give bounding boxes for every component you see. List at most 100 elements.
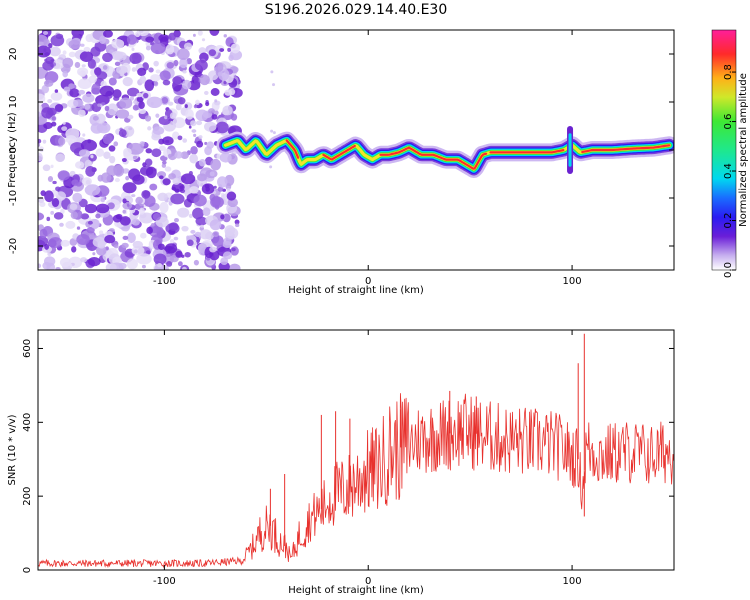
noise-speckle xyxy=(139,207,145,215)
spectrogram-ylabel: Frequency (Hz) xyxy=(7,112,18,188)
noise-speckle xyxy=(181,79,192,90)
noise-speckle xyxy=(122,235,129,240)
noise-speckle xyxy=(168,32,176,41)
noise-speckle xyxy=(126,203,130,207)
noise-speckle xyxy=(159,70,171,81)
noise-speckle xyxy=(204,90,209,95)
noise-speckle xyxy=(193,194,207,207)
noise-speckle xyxy=(95,203,110,214)
noise-speckle xyxy=(146,96,163,108)
noise-speckle xyxy=(85,165,96,177)
noise-speckle xyxy=(186,239,194,247)
noise-speckle xyxy=(38,93,46,104)
noise-speckle xyxy=(87,256,101,267)
noise-speckle xyxy=(222,240,232,249)
colorbar-ticks: 0.0 0.2 0.4 0.6 0.8 xyxy=(723,64,736,278)
noise-speckle xyxy=(158,175,164,180)
y-tick-label: 0 xyxy=(22,567,33,573)
noise-speckle xyxy=(141,264,146,269)
noise-speckle xyxy=(171,186,176,191)
noise-speckle xyxy=(90,46,101,57)
noise-speckle xyxy=(136,96,144,103)
noise-speckle xyxy=(122,198,127,204)
y-tick-label: 20 xyxy=(8,48,19,61)
noise-speckle xyxy=(190,145,198,155)
noise-speckle xyxy=(222,105,233,116)
noise-speckle xyxy=(125,175,130,181)
noise-speckle xyxy=(69,170,76,176)
noise-speckle xyxy=(48,237,63,248)
noise-speckle xyxy=(157,262,163,268)
noise-speckle xyxy=(188,125,192,129)
noise-speckle xyxy=(72,192,83,203)
noise-speckle xyxy=(69,88,80,98)
noise-speckle xyxy=(147,126,152,131)
noise-speckle xyxy=(212,231,220,237)
noise-speckle xyxy=(169,239,175,244)
noise-speckle xyxy=(188,213,193,219)
noise-speckle xyxy=(127,114,134,120)
ridge-core xyxy=(285,139,300,159)
noise-speckle xyxy=(182,70,187,74)
noise-speckle xyxy=(193,77,201,86)
noise-speckle xyxy=(61,126,68,132)
noise-speckle xyxy=(161,96,169,104)
noise-speckle xyxy=(107,202,115,210)
noise-speckle xyxy=(113,165,125,177)
noise-speckle xyxy=(97,240,106,249)
noise-speckle xyxy=(198,159,206,167)
noise-speckle xyxy=(231,247,236,252)
noise-speckle xyxy=(87,58,96,69)
noise-speckle xyxy=(55,191,67,201)
noise-speckle xyxy=(39,228,48,239)
noise-speckle xyxy=(174,151,183,159)
noise-speckle xyxy=(193,104,198,109)
noise-speckle xyxy=(96,71,108,80)
noise-speckle xyxy=(132,104,139,111)
noise-speckle xyxy=(136,253,152,265)
noise-speckle xyxy=(223,34,227,38)
x-tick-label: -100 xyxy=(153,576,176,587)
noise-speckle xyxy=(80,43,85,47)
noise-speckle xyxy=(189,186,199,194)
noise-speckle xyxy=(188,170,193,176)
noise-speckle xyxy=(146,226,153,235)
noise-speckle xyxy=(38,146,44,153)
snr-marks xyxy=(38,333,674,569)
noise-speckle xyxy=(38,104,43,114)
noise-speckle xyxy=(189,153,198,164)
noise-speckle xyxy=(50,92,63,101)
noise-speckle xyxy=(53,212,64,220)
noise-speckle xyxy=(62,50,67,55)
noise-speckle xyxy=(234,219,240,225)
noise-speckle xyxy=(100,197,106,203)
noise-speckle xyxy=(210,88,220,96)
noise-speckle xyxy=(62,121,66,125)
noise-speckle xyxy=(145,36,155,43)
noise-speckle xyxy=(103,30,113,38)
noise-speckle xyxy=(132,240,144,249)
noise-speckle xyxy=(92,252,96,256)
noise-speckle xyxy=(84,203,98,214)
noise-speckle xyxy=(157,192,168,202)
noise-speckle xyxy=(152,126,165,135)
noise-speckle xyxy=(126,43,129,47)
noise-speckle xyxy=(197,30,203,36)
noise-speckle xyxy=(207,70,219,81)
noise-speckle xyxy=(145,45,151,51)
noise-speckle xyxy=(193,133,197,137)
noise-speckle xyxy=(71,246,77,253)
spectrogram-marks xyxy=(38,30,674,270)
noise-speckle xyxy=(47,175,54,182)
x-tick-label: -100 xyxy=(153,276,176,287)
noise-speckle xyxy=(49,46,61,57)
noise-speckle xyxy=(166,260,173,267)
noise-speckle xyxy=(58,137,66,146)
noise-speckle xyxy=(38,196,45,204)
noise-speckle xyxy=(77,78,92,90)
noise-speckle xyxy=(206,141,215,149)
noise-speckle xyxy=(153,81,159,87)
noise-speckle xyxy=(145,250,151,255)
noise-speckle xyxy=(68,256,83,269)
noise-speckle xyxy=(201,38,206,42)
